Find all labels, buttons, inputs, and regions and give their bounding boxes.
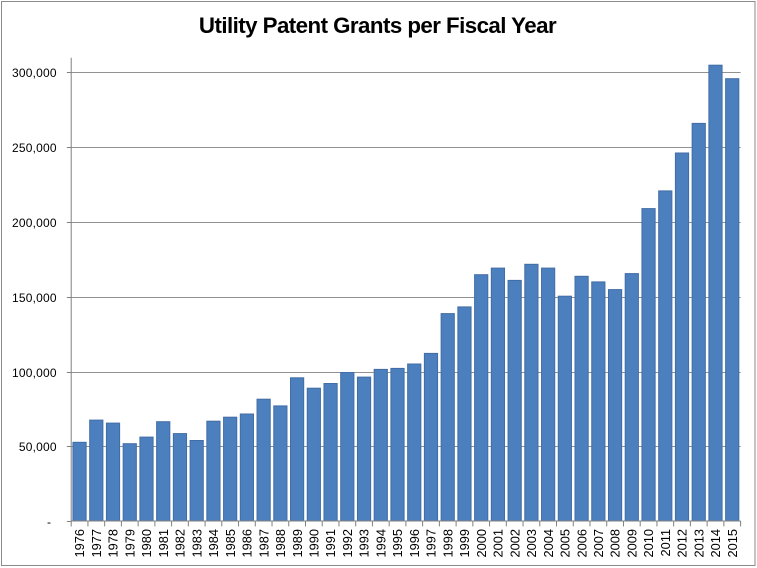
svg-text:2012: 2012 [675,529,690,557]
svg-text:2014: 2014 [708,529,723,557]
svg-text:1995: 1995 [390,529,405,557]
svg-text:1977: 1977 [89,529,104,557]
svg-text:2007: 2007 [591,529,606,557]
svg-text:1978: 1978 [106,529,121,557]
svg-text:1996: 1996 [407,529,422,557]
svg-text:1993: 1993 [357,529,372,557]
svg-text:2002: 2002 [507,529,522,557]
svg-text:1981: 1981 [156,529,171,557]
svg-text:1976: 1976 [72,529,87,557]
svg-text:1979: 1979 [122,529,137,557]
svg-text:2000: 2000 [474,529,489,557]
svg-text:50,000: 50,000 [19,440,57,454]
svg-text:Utility Patent Grants per Fisc: Utility Patent Grants per Fiscal Year [199,13,557,38]
svg-text:-: - [47,515,51,529]
svg-text:2004: 2004 [541,529,556,557]
svg-text:2006: 2006 [574,529,589,557]
svg-text:1990: 1990 [307,529,322,557]
svg-text:1999: 1999 [457,529,472,557]
svg-text:2009: 2009 [624,529,639,557]
svg-text:1984: 1984 [206,529,221,557]
svg-text:1985: 1985 [223,529,238,557]
svg-text:300,000: 300,000 [12,66,57,80]
svg-text:1980: 1980 [139,529,154,557]
svg-text:1983: 1983 [189,529,204,557]
svg-text:1986: 1986 [240,529,255,557]
svg-text:150,000: 150,000 [12,291,57,305]
svg-text:200,000: 200,000 [12,216,57,230]
svg-text:2003: 2003 [524,529,539,557]
svg-text:1989: 1989 [290,529,305,557]
svg-text:250,000: 250,000 [12,141,57,155]
svg-text:1992: 1992 [340,529,355,557]
svg-text:2010: 2010 [641,529,656,557]
svg-text:1997: 1997 [424,529,439,557]
svg-text:1982: 1982 [173,529,188,557]
svg-text:2005: 2005 [558,529,573,557]
svg-text:2008: 2008 [608,529,623,557]
svg-text:1988: 1988 [273,529,288,557]
svg-text:2013: 2013 [691,529,706,557]
svg-text:2011: 2011 [658,529,673,557]
svg-text:1998: 1998 [440,529,455,557]
svg-text:100,000: 100,000 [12,366,57,380]
svg-text:2001: 2001 [491,529,506,557]
svg-text:1987: 1987 [256,529,271,557]
svg-text:2015: 2015 [725,529,740,557]
svg-text:1991: 1991 [323,529,338,557]
svg-text:1994: 1994 [373,529,388,557]
